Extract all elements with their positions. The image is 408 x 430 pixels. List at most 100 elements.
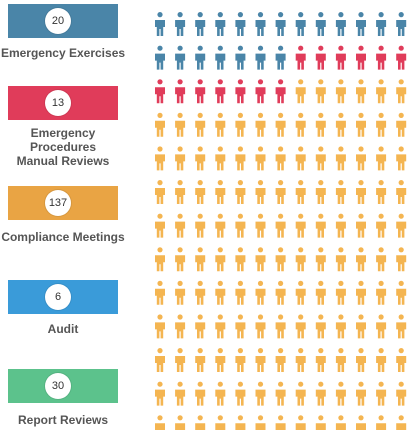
person-icon [295, 381, 306, 406]
person-icon [175, 314, 186, 339]
person-icon [175, 12, 186, 36]
person-icon [255, 79, 266, 104]
person-icon [235, 348, 246, 372]
person-icon [175, 348, 186, 372]
count-badge: 30 [45, 373, 71, 399]
person-icon [335, 146, 346, 171]
legend-label-line: Manual Reviews [16, 154, 110, 168]
person-icon [275, 415, 286, 430]
person-icon [235, 314, 246, 339]
person-icon [195, 112, 206, 137]
count-badge: 13 [45, 90, 71, 116]
person-icon [175, 146, 186, 171]
person-icon [155, 213, 165, 238]
person-icon [255, 146, 266, 171]
person-icon [255, 45, 266, 70]
person-icon [376, 247, 387, 272]
person-icon [175, 381, 186, 406]
person-icon [195, 180, 206, 204]
person-icon [155, 280, 165, 305]
person-icon [215, 45, 226, 70]
person-icon [356, 146, 366, 171]
person-icon [215, 12, 226, 36]
legend-label: Report Reviews [0, 413, 126, 427]
person-icon [335, 280, 346, 305]
count-badge: 137 [45, 190, 71, 216]
person-icon [376, 381, 387, 406]
person-icon [356, 415, 366, 430]
person-icon [356, 280, 366, 305]
person-icon [376, 415, 387, 430]
person-icon [235, 146, 246, 171]
person-icon [396, 79, 407, 104]
person-icon [295, 79, 306, 104]
person-icon [376, 348, 387, 372]
person-icon [295, 280, 306, 305]
person-icon [235, 213, 246, 238]
legend-box: 13 [8, 86, 118, 120]
person-icon [235, 79, 246, 104]
person-icon [315, 247, 326, 272]
person-icon [335, 314, 346, 339]
person-icon [335, 112, 346, 137]
person-icon [396, 280, 407, 305]
person-icon [376, 45, 387, 70]
person-icon [235, 247, 246, 272]
person-icon [315, 381, 326, 406]
person-icon [175, 247, 186, 272]
person-icon [376, 112, 387, 137]
legend-label-line: Audit [47, 322, 79, 336]
person-icon [315, 112, 326, 137]
person-icon [255, 280, 266, 305]
person-icon [356, 213, 366, 238]
person-icon [175, 79, 186, 104]
legend-label-line: Compliance Meetings [1, 230, 125, 244]
person-icon [175, 45, 186, 70]
person-icon [255, 314, 266, 339]
person-icon [376, 180, 387, 204]
person-icon [396, 146, 407, 171]
person-icon [215, 180, 226, 204]
person-icon [356, 112, 366, 137]
legend-box: 30 [8, 369, 118, 403]
legend-label-line: Emergency Procedures [29, 126, 97, 154]
person-icon [215, 79, 226, 104]
person-icon [275, 45, 286, 70]
person-icon [295, 146, 306, 171]
person-icon [155, 12, 165, 36]
person-icon [335, 79, 346, 104]
person-icon [376, 146, 387, 171]
person-icon [335, 247, 346, 272]
person-icon [255, 415, 266, 430]
person-icon [335, 12, 346, 36]
person-icon [155, 146, 165, 171]
person-icon [275, 180, 286, 204]
person-icon [175, 180, 186, 204]
person-icon [335, 180, 346, 204]
person-icon [215, 314, 226, 339]
person-icon [255, 381, 266, 406]
person-icon [356, 79, 366, 104]
person-icon [235, 280, 246, 305]
person-icon [396, 213, 407, 238]
person-icon [315, 79, 326, 104]
count-badge: 6 [45, 284, 71, 310]
person-icon [275, 112, 286, 137]
person-icon [275, 146, 286, 171]
person-icon [155, 415, 165, 430]
person-icon [235, 415, 246, 430]
person-icon [335, 381, 346, 406]
person-icon [315, 180, 326, 204]
person-icon [356, 180, 366, 204]
person-icon [195, 348, 206, 372]
person-icon [356, 381, 366, 406]
person-icon [396, 348, 407, 372]
person-icon [195, 381, 206, 406]
person-icon [195, 247, 206, 272]
person-icon [195, 415, 206, 430]
legend-label: Audit [0, 322, 126, 336]
person-icon [315, 415, 326, 430]
person-icon [315, 146, 326, 171]
person-icon [396, 12, 407, 36]
person-icon [275, 348, 286, 372]
